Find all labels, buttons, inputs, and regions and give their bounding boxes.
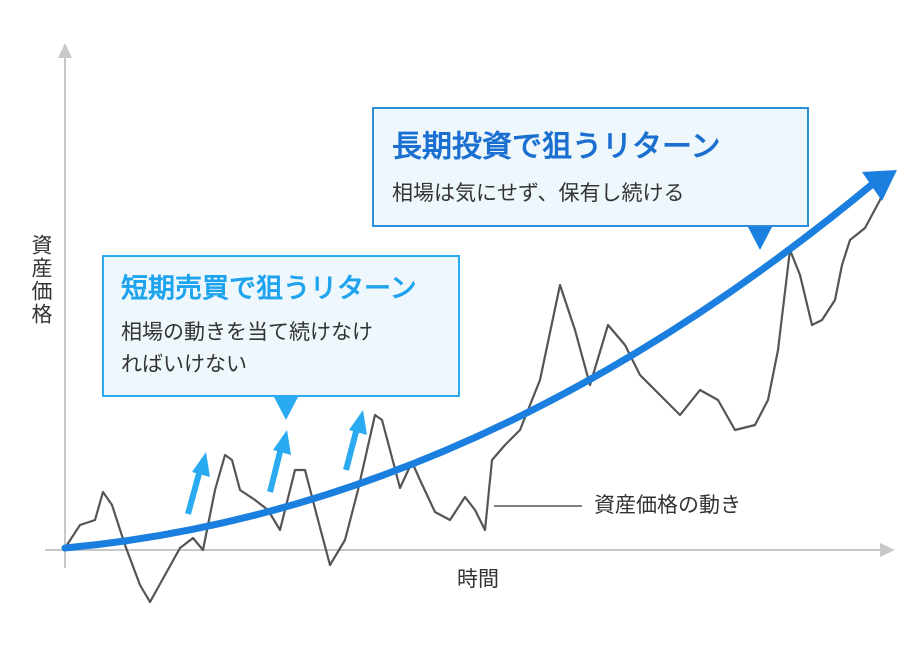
trend-arrowhead — [862, 170, 897, 201]
short-term-line: ればいけない — [121, 352, 247, 376]
long-term-pointer — [748, 227, 772, 250]
trend-curve — [61, 178, 879, 552]
y-axis-label: 資産価格 — [29, 234, 53, 326]
y-axis-arrow — [58, 43, 72, 58]
long-term-box — [372, 107, 809, 227]
short-arrows — [185, 410, 367, 515]
short-term-title: 短期売買で狙うリターン — [121, 274, 417, 305]
long-term-title: 長期投資で狙うリターン — [392, 130, 721, 165]
price-line — [64, 177, 892, 604]
long-term-text: 相場は気にせず、保有し続ける — [392, 181, 685, 205]
price-label: 資産価格の動き — [594, 493, 741, 517]
short-term-box — [102, 255, 460, 397]
x-axis-arrow — [880, 543, 895, 557]
short-term-pointer — [274, 397, 298, 420]
x-axis-label: 時間 — [457, 567, 499, 591]
short-term-line: 相場の動きを当て続けなけ — [121, 320, 373, 344]
